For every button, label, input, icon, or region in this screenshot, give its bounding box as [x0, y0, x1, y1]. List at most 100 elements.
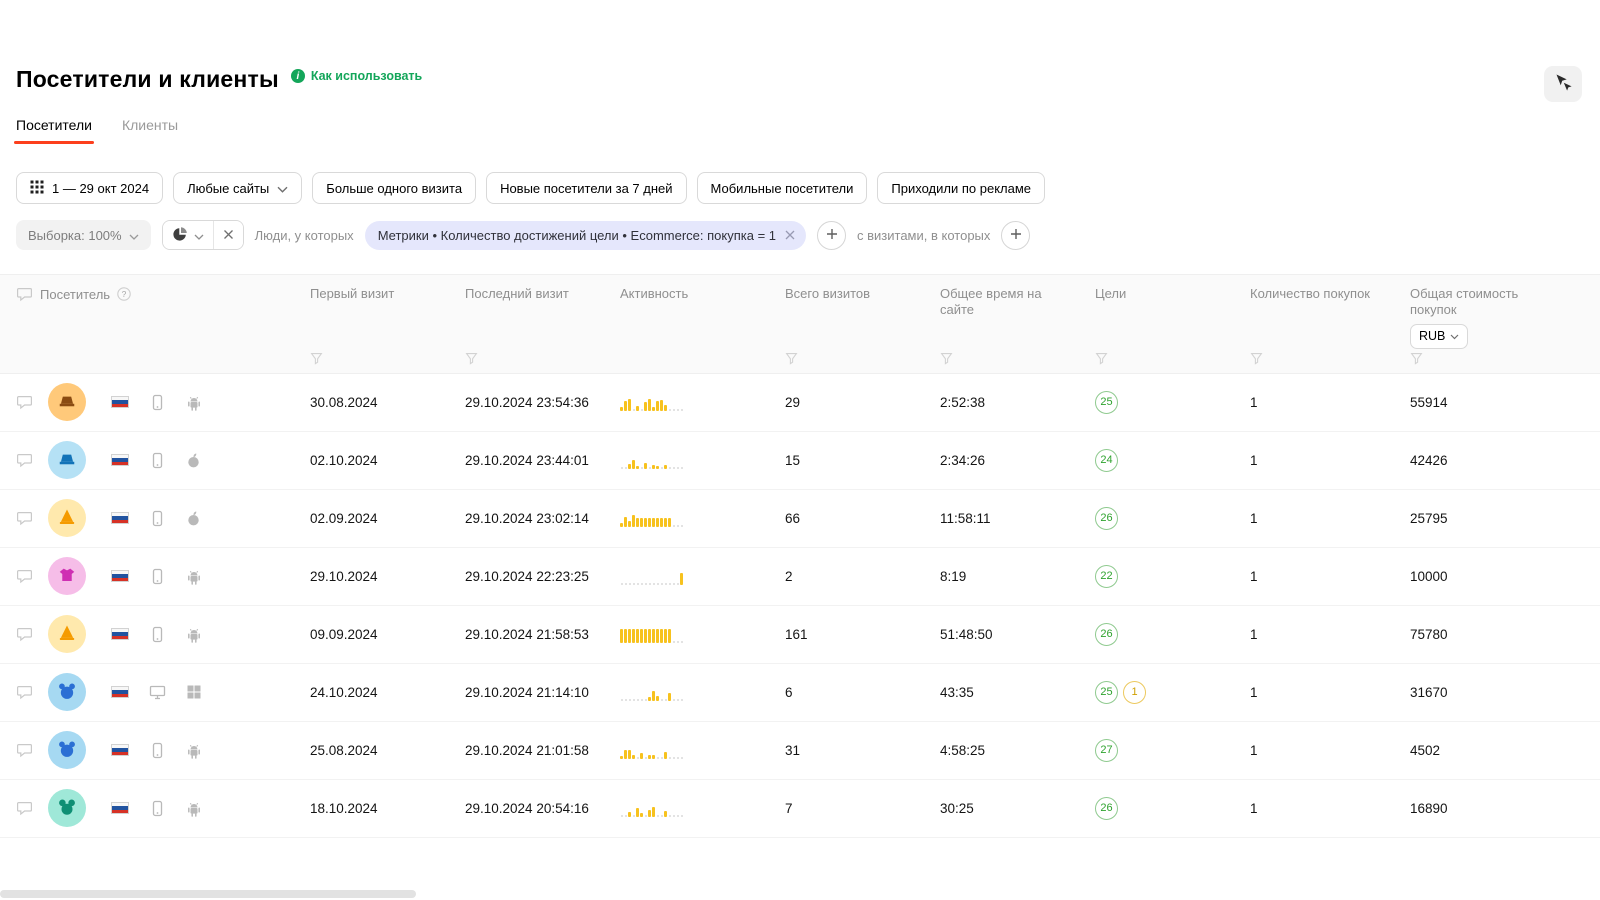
chat-bubble-icon — [16, 286, 33, 305]
activity-bar — [664, 465, 667, 469]
total-time-cell: 30:25 — [940, 801, 1095, 816]
sampling-button[interactable]: Выборка: 100% — [16, 220, 151, 250]
chat-bubble-icon[interactable] — [16, 800, 33, 816]
chat-bubble-icon[interactable] — [16, 742, 33, 758]
date-range-button[interactable]: 1 — 29 окт 2024 — [16, 172, 163, 204]
segment-condition-chip[interactable]: Метрики • Количество достижений цели • E… — [365, 221, 806, 250]
chat-bubble-icon[interactable] — [16, 394, 33, 410]
add-people-condition-button[interactable] — [817, 221, 846, 250]
tab-visitors[interactable]: Посетители — [16, 117, 92, 144]
sites-filter-button[interactable]: Любые сайты — [173, 172, 302, 204]
filter-funnel-icon[interactable] — [1250, 352, 1263, 365]
activity-bar — [645, 699, 647, 701]
quick-filter-came-from-ads[interactable]: Приходили по рекламе — [877, 172, 1045, 204]
how-to-use-link[interactable]: i Как использовать — [291, 69, 422, 83]
help-question-icon[interactable]: ? — [117, 287, 131, 304]
activity-cell — [620, 567, 785, 585]
first-visit-cell: 18.10.2024 — [310, 801, 465, 816]
table-row[interactable]: 09.09.202429.10.2024 21:58:5316151:48:50… — [0, 606, 1600, 664]
table-row[interactable]: 02.09.202429.10.2024 23:02:146611:58:112… — [0, 490, 1600, 548]
android-icon — [185, 568, 202, 585]
filter-funnel-icon[interactable] — [785, 352, 798, 365]
activity-bar — [661, 467, 663, 469]
chat-bubble-icon[interactable] — [16, 626, 33, 642]
activity-bar — [633, 409, 635, 411]
table-row[interactable]: 29.10.202429.10.2024 22:23:2528:19221100… — [0, 548, 1600, 606]
chat-bubble-icon[interactable] — [16, 510, 33, 526]
chat-bubble-icon[interactable] — [16, 684, 33, 700]
activity-bar — [681, 641, 683, 643]
visitor-avatar[interactable] — [48, 673, 86, 711]
activity-bar — [677, 815, 679, 817]
activity-bar — [620, 523, 623, 527]
segment-clear-button[interactable] — [214, 221, 243, 249]
activity-bar — [680, 573, 683, 585]
activity-bar — [648, 810, 651, 817]
visitor-avatar[interactable] — [48, 383, 86, 421]
activity-bar — [664, 629, 667, 643]
chip-remove-icon[interactable] — [785, 230, 795, 240]
purchases-cell: 1 — [1250, 801, 1410, 816]
quick-filter-mobile-visitors[interactable]: Мобильные посетители — [697, 172, 868, 204]
activity-bar — [652, 407, 655, 411]
activity-bar — [625, 467, 627, 469]
filter-funnel-icon[interactable] — [940, 352, 953, 365]
activity-bar — [673, 757, 675, 759]
column-total-time: Общее время на сайте — [940, 286, 1095, 365]
activity-bar — [669, 757, 671, 759]
revenue-cell: 4502 — [1410, 743, 1584, 758]
activity-bar — [668, 518, 671, 527]
activity-bar — [648, 755, 651, 759]
table-row[interactable]: 25.08.202429.10.2024 21:01:58314:58:2527… — [0, 722, 1600, 780]
quick-filter-new-visitors-7-days[interactable]: Новые посетители за 7 дней — [486, 172, 686, 204]
activity-bar — [644, 402, 647, 411]
goals-cell: 251 — [1095, 681, 1250, 704]
table-row[interactable]: 30.08.202429.10.2024 23:54:36292:52:3825… — [0, 374, 1600, 432]
goals-cell: 26 — [1095, 507, 1250, 530]
total-time-cell: 43:35 — [940, 685, 1095, 700]
activity-bar — [648, 518, 651, 527]
filter-funnel-icon[interactable] — [1095, 352, 1108, 365]
visitor-avatar[interactable] — [48, 557, 86, 595]
currency-select[interactable]: RUB — [1410, 324, 1468, 349]
filter-funnel-icon[interactable] — [310, 352, 323, 365]
activity-bar — [636, 629, 639, 643]
activity-bar — [673, 409, 675, 411]
visitor-avatar[interactable] — [48, 731, 86, 769]
chevron-down-icon — [277, 181, 288, 196]
add-visit-condition-button[interactable] — [1001, 221, 1030, 250]
visitor-avatar[interactable] — [48, 499, 86, 537]
visitor-avatar[interactable] — [48, 789, 86, 827]
table-row[interactable]: 02.10.202429.10.2024 23:44:01152:34:2624… — [0, 432, 1600, 490]
chat-bubble-icon[interactable] — [16, 568, 33, 584]
table-row[interactable]: 18.10.202429.10.2024 20:54:16730:2526116… — [0, 780, 1600, 838]
total-time-cell: 2:52:38 — [940, 395, 1095, 410]
pointer-tools-button[interactable] — [1544, 66, 1582, 102]
filter-funnel-icon[interactable] — [465, 352, 478, 365]
activity-bar — [632, 460, 635, 469]
calendar-grid-icon — [30, 180, 44, 197]
activity-bar — [629, 699, 631, 701]
purchases-cell: 1 — [1250, 569, 1410, 584]
activity-bar — [673, 583, 675, 585]
revenue-cell: 42426 — [1410, 453, 1584, 468]
table-body: 30.08.202429.10.2024 23:54:36292:52:3825… — [0, 374, 1600, 838]
activity-bar — [660, 629, 663, 643]
activity-bar — [645, 583, 647, 585]
activity-cell — [620, 625, 785, 643]
segment-chart-button[interactable] — [163, 221, 213, 249]
visitor-avatar[interactable] — [48, 615, 86, 653]
horizontal-scrollbar-thumb[interactable] — [0, 890, 416, 898]
goals-cell: 26 — [1095, 797, 1250, 820]
activity-bar — [652, 518, 655, 527]
revenue-cell: 16890 — [1410, 801, 1584, 816]
activity-bar — [681, 525, 683, 527]
quick-filter-more-than-one-visit[interactable]: Больше одного визита — [312, 172, 476, 204]
visitor-avatar[interactable] — [48, 441, 86, 479]
table-row[interactable]: 24.10.202429.10.2024 21:14:10643:3525113… — [0, 664, 1600, 722]
activity-bar — [656, 696, 659, 701]
chat-bubble-icon[interactable] — [16, 452, 33, 468]
tab-clients[interactable]: Клиенты — [122, 117, 178, 144]
activity-bar — [621, 815, 623, 817]
filter-funnel-icon[interactable] — [1410, 352, 1423, 365]
